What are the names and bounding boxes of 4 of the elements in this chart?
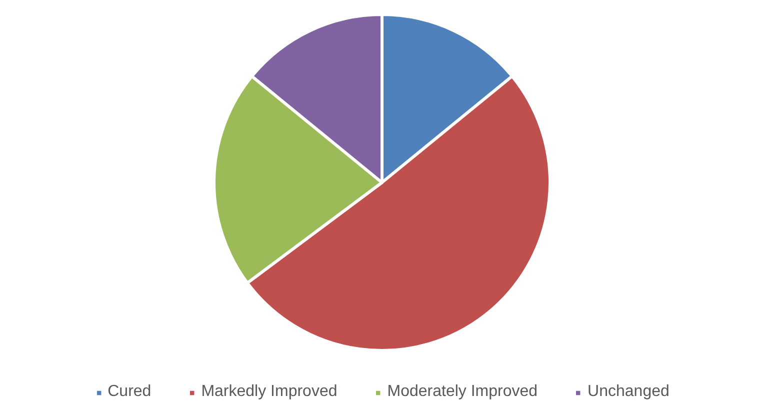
legend-label: Unchanged [588, 383, 670, 401]
legend-label: Markedly Improved [201, 383, 338, 401]
legend-label: Moderately Improved [387, 383, 538, 401]
legend-label: Cured [108, 383, 152, 401]
